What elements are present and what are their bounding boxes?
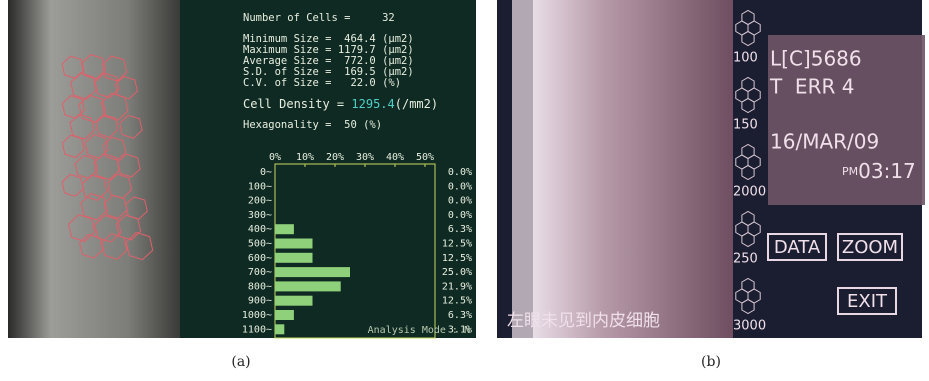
- bar: [275, 239, 313, 249]
- scale-label: 3000: [733, 319, 766, 334]
- time-value: 03:17: [858, 159, 916, 183]
- value-label: 0.0%: [448, 196, 472, 207]
- date: 16/MAR/09: [770, 130, 879, 154]
- density-value: 1295.4: [351, 97, 394, 111]
- density: Cell Density = 1295.4(/mm2): [243, 97, 438, 111]
- value-label: 12.5%: [442, 296, 472, 307]
- value-label: 12.5%: [442, 253, 472, 264]
- category-label: 1100~: [242, 324, 272, 335]
- density-label: Cell Density =: [243, 97, 344, 111]
- scale-label: 150: [733, 118, 758, 133]
- x-tick-label: 20%: [326, 152, 344, 163]
- bar: [275, 224, 294, 234]
- bar: [275, 310, 294, 320]
- category-label: 900~: [248, 296, 272, 307]
- stat: Number of Cells = 32: [243, 12, 395, 24]
- button[interactable]: EXIT: [847, 291, 888, 312]
- category-label: 0~: [260, 167, 272, 178]
- scale-label: 2000: [733, 185, 766, 200]
- category-label: 800~: [248, 281, 272, 292]
- category-label: 600~: [248, 253, 272, 264]
- x-tick-label: 30%: [356, 152, 374, 163]
- value-label: 25.0%: [442, 267, 472, 278]
- caption: (a): [231, 354, 250, 370]
- category-label: 100~: [248, 181, 272, 192]
- x-tick-label: 10%: [296, 152, 314, 163]
- bar: [275, 324, 284, 334]
- error: T ERR 4: [769, 75, 854, 99]
- category-label: 500~: [248, 239, 272, 250]
- endothelium-image: [533, 0, 733, 338]
- scale-label: 250: [733, 252, 758, 267]
- category-label: 400~: [248, 224, 272, 235]
- bar: [275, 296, 313, 306]
- device-id: L[C]5686: [770, 47, 862, 71]
- category-label: 200~: [248, 196, 272, 207]
- category-label: 700~: [248, 267, 272, 278]
- value-label: 0.0%: [448, 167, 472, 178]
- bright-strip: [512, 0, 536, 338]
- density-unit: (/mm2): [395, 97, 438, 111]
- message: 左眼未见到内皮细胞: [507, 311, 660, 331]
- value-label: 0.0%: [448, 210, 472, 221]
- ampm: PM: [842, 165, 858, 178]
- value-label: 21.9%: [442, 281, 472, 292]
- caption: (b): [701, 354, 721, 370]
- bar: [275, 253, 313, 263]
- value-label: 6.3%: [448, 310, 472, 321]
- x-tick-label: 0%: [269, 152, 281, 163]
- cornea-image: [8, 0, 180, 338]
- x-tick-label: 40%: [386, 152, 404, 163]
- scale-label: 100: [733, 51, 758, 66]
- stat: C.V. of Size = 22.0 (%): [243, 77, 401, 89]
- x-tick-label: 50%: [416, 152, 434, 163]
- button[interactable]: DATA: [774, 237, 821, 258]
- category-label: 300~: [248, 210, 272, 221]
- category-label: 1000~: [242, 310, 272, 321]
- value-label: 0.0%: [448, 181, 472, 192]
- figure: Number of Cells = 32 Minimum Size = 464.…: [0, 0, 929, 381]
- bar: [275, 281, 341, 291]
- hexagonality: Hexagonality = 50 (%): [243, 119, 382, 131]
- bar: [275, 267, 350, 277]
- value-label: 12.5%: [442, 239, 472, 250]
- mode: Analysis Mode : N: [368, 325, 470, 336]
- value-label: 6.3%: [448, 224, 472, 235]
- button[interactable]: ZOOM: [842, 237, 898, 258]
